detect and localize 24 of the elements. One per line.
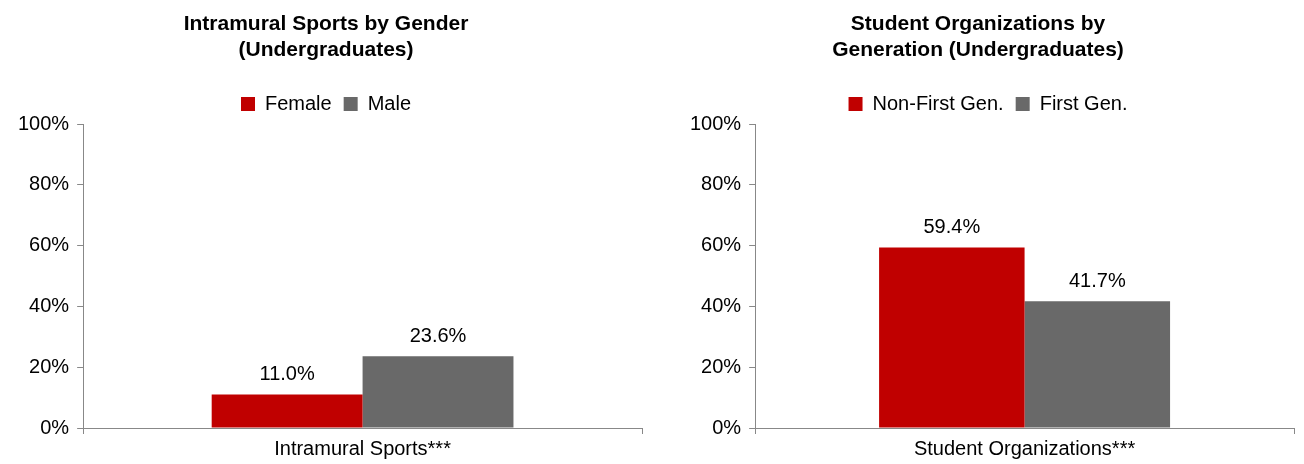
y-tick-label: 60%: [701, 233, 742, 256]
legend-label: Female: [264, 91, 332, 114]
y-tick-label: 60%: [29, 233, 70, 256]
y-tick-label: 100%: [690, 111, 742, 134]
y-tick-label: 40%: [29, 293, 70, 316]
legend-label: Male: [367, 91, 412, 114]
data-label: 41.7%: [1068, 268, 1126, 291]
x-tick-label: Intramural Sports***: [274, 436, 452, 459]
y-tick-label: 0%: [40, 415, 70, 438]
y-tick-label: 100%: [18, 111, 70, 134]
x-tick-label: Student Organizations***: [913, 436, 1136, 459]
y-tick-label: 40%: [701, 293, 742, 316]
data-label: 23.6%: [409, 323, 467, 346]
y-tick-label: 20%: [29, 354, 70, 377]
y-tick-label: 0%: [712, 415, 742, 438]
legend-label: Non-First Gen.: [872, 91, 1004, 114]
y-tick-label: 80%: [29, 172, 70, 195]
chart-title: Student Organizations by Generation (Undergraduates): [831, 10, 1125, 62]
data-label: 59.4%: [923, 214, 981, 237]
chart-title: Intramural Sports by Gender (Undergraduates): [182, 10, 470, 62]
y-tick-label: 80%: [701, 172, 742, 195]
data-label: 11.0%: [259, 362, 315, 385]
legend-label: First Gen.: [1039, 91, 1128, 114]
y-tick-label: 20%: [701, 354, 742, 377]
